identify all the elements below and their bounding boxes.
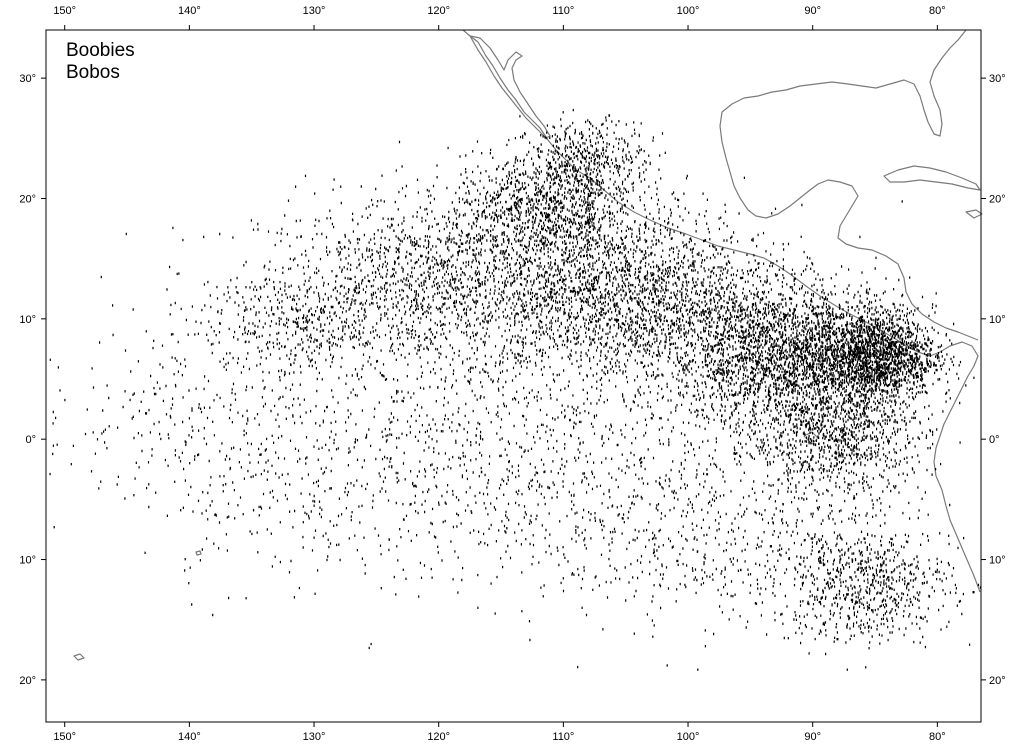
coast-small-island <box>195 550 202 556</box>
coast-gulf-west <box>719 111 979 341</box>
lat-tick-label: 0° <box>989 434 1000 446</box>
lon-tick-label: 150° <box>53 5 76 17</box>
lon-tick-label: 110° <box>552 5 574 17</box>
lat-tick-label: 10° <box>989 555 1006 567</box>
lon-tick-label: 140° <box>178 5 201 17</box>
lon-tick-label: 130° <box>303 731 326 743</box>
graticule-ticks: 150° 150° 140° 140° 130° 130° 120° 120° 110° 110°… <box>19 5 1005 743</box>
lon-tick-label: 100° <box>677 731 700 743</box>
coastline <box>73 29 983 661</box>
coast-baja <box>469 35 551 139</box>
lon-tick-label: 90° <box>804 731 821 743</box>
lat-tick-label: 10° <box>19 555 36 567</box>
lat-tick-label: 20° <box>989 675 1006 687</box>
lon-tick-label: 80° <box>929 731 946 743</box>
lat-tick-label: 20° <box>989 193 1006 205</box>
coast-caribbean-island <box>965 209 983 219</box>
coast-mainland <box>462 29 981 593</box>
coast-small-island <box>73 653 85 661</box>
map-subtitle: Bobos <box>66 62 120 83</box>
lon-tick-label: 130° <box>303 5 326 17</box>
lon-tick-label: 100° <box>677 5 700 17</box>
lon-tick-label: 120° <box>427 5 450 17</box>
lat-tick-label: 10° <box>989 314 1006 326</box>
coast-gulf-north <box>721 29 967 137</box>
lat-tick-label: 20° <box>19 193 36 205</box>
lat-tick-label: 20° <box>19 675 36 687</box>
lon-tick-label: 80° <box>929 5 946 17</box>
lon-tick-label: 150° <box>53 731 76 743</box>
sighting-points <box>49 108 981 671</box>
map-title: Boobies <box>66 40 135 61</box>
lon-tick-label: 120° <box>427 731 450 743</box>
sighting-point-marks <box>49 108 981 671</box>
coast-cuba <box>883 165 981 191</box>
lat-tick-label: 30° <box>989 73 1006 85</box>
map-frame-border <box>45 29 982 723</box>
lon-tick-label: 90° <box>804 5 821 17</box>
lon-tick-label: 110° <box>552 731 574 743</box>
lat-tick-label: 10° <box>19 314 36 326</box>
lat-tick-label: 0° <box>25 434 36 446</box>
lon-tick-label: 140° <box>178 731 201 743</box>
lat-tick-label: 30° <box>19 73 36 85</box>
